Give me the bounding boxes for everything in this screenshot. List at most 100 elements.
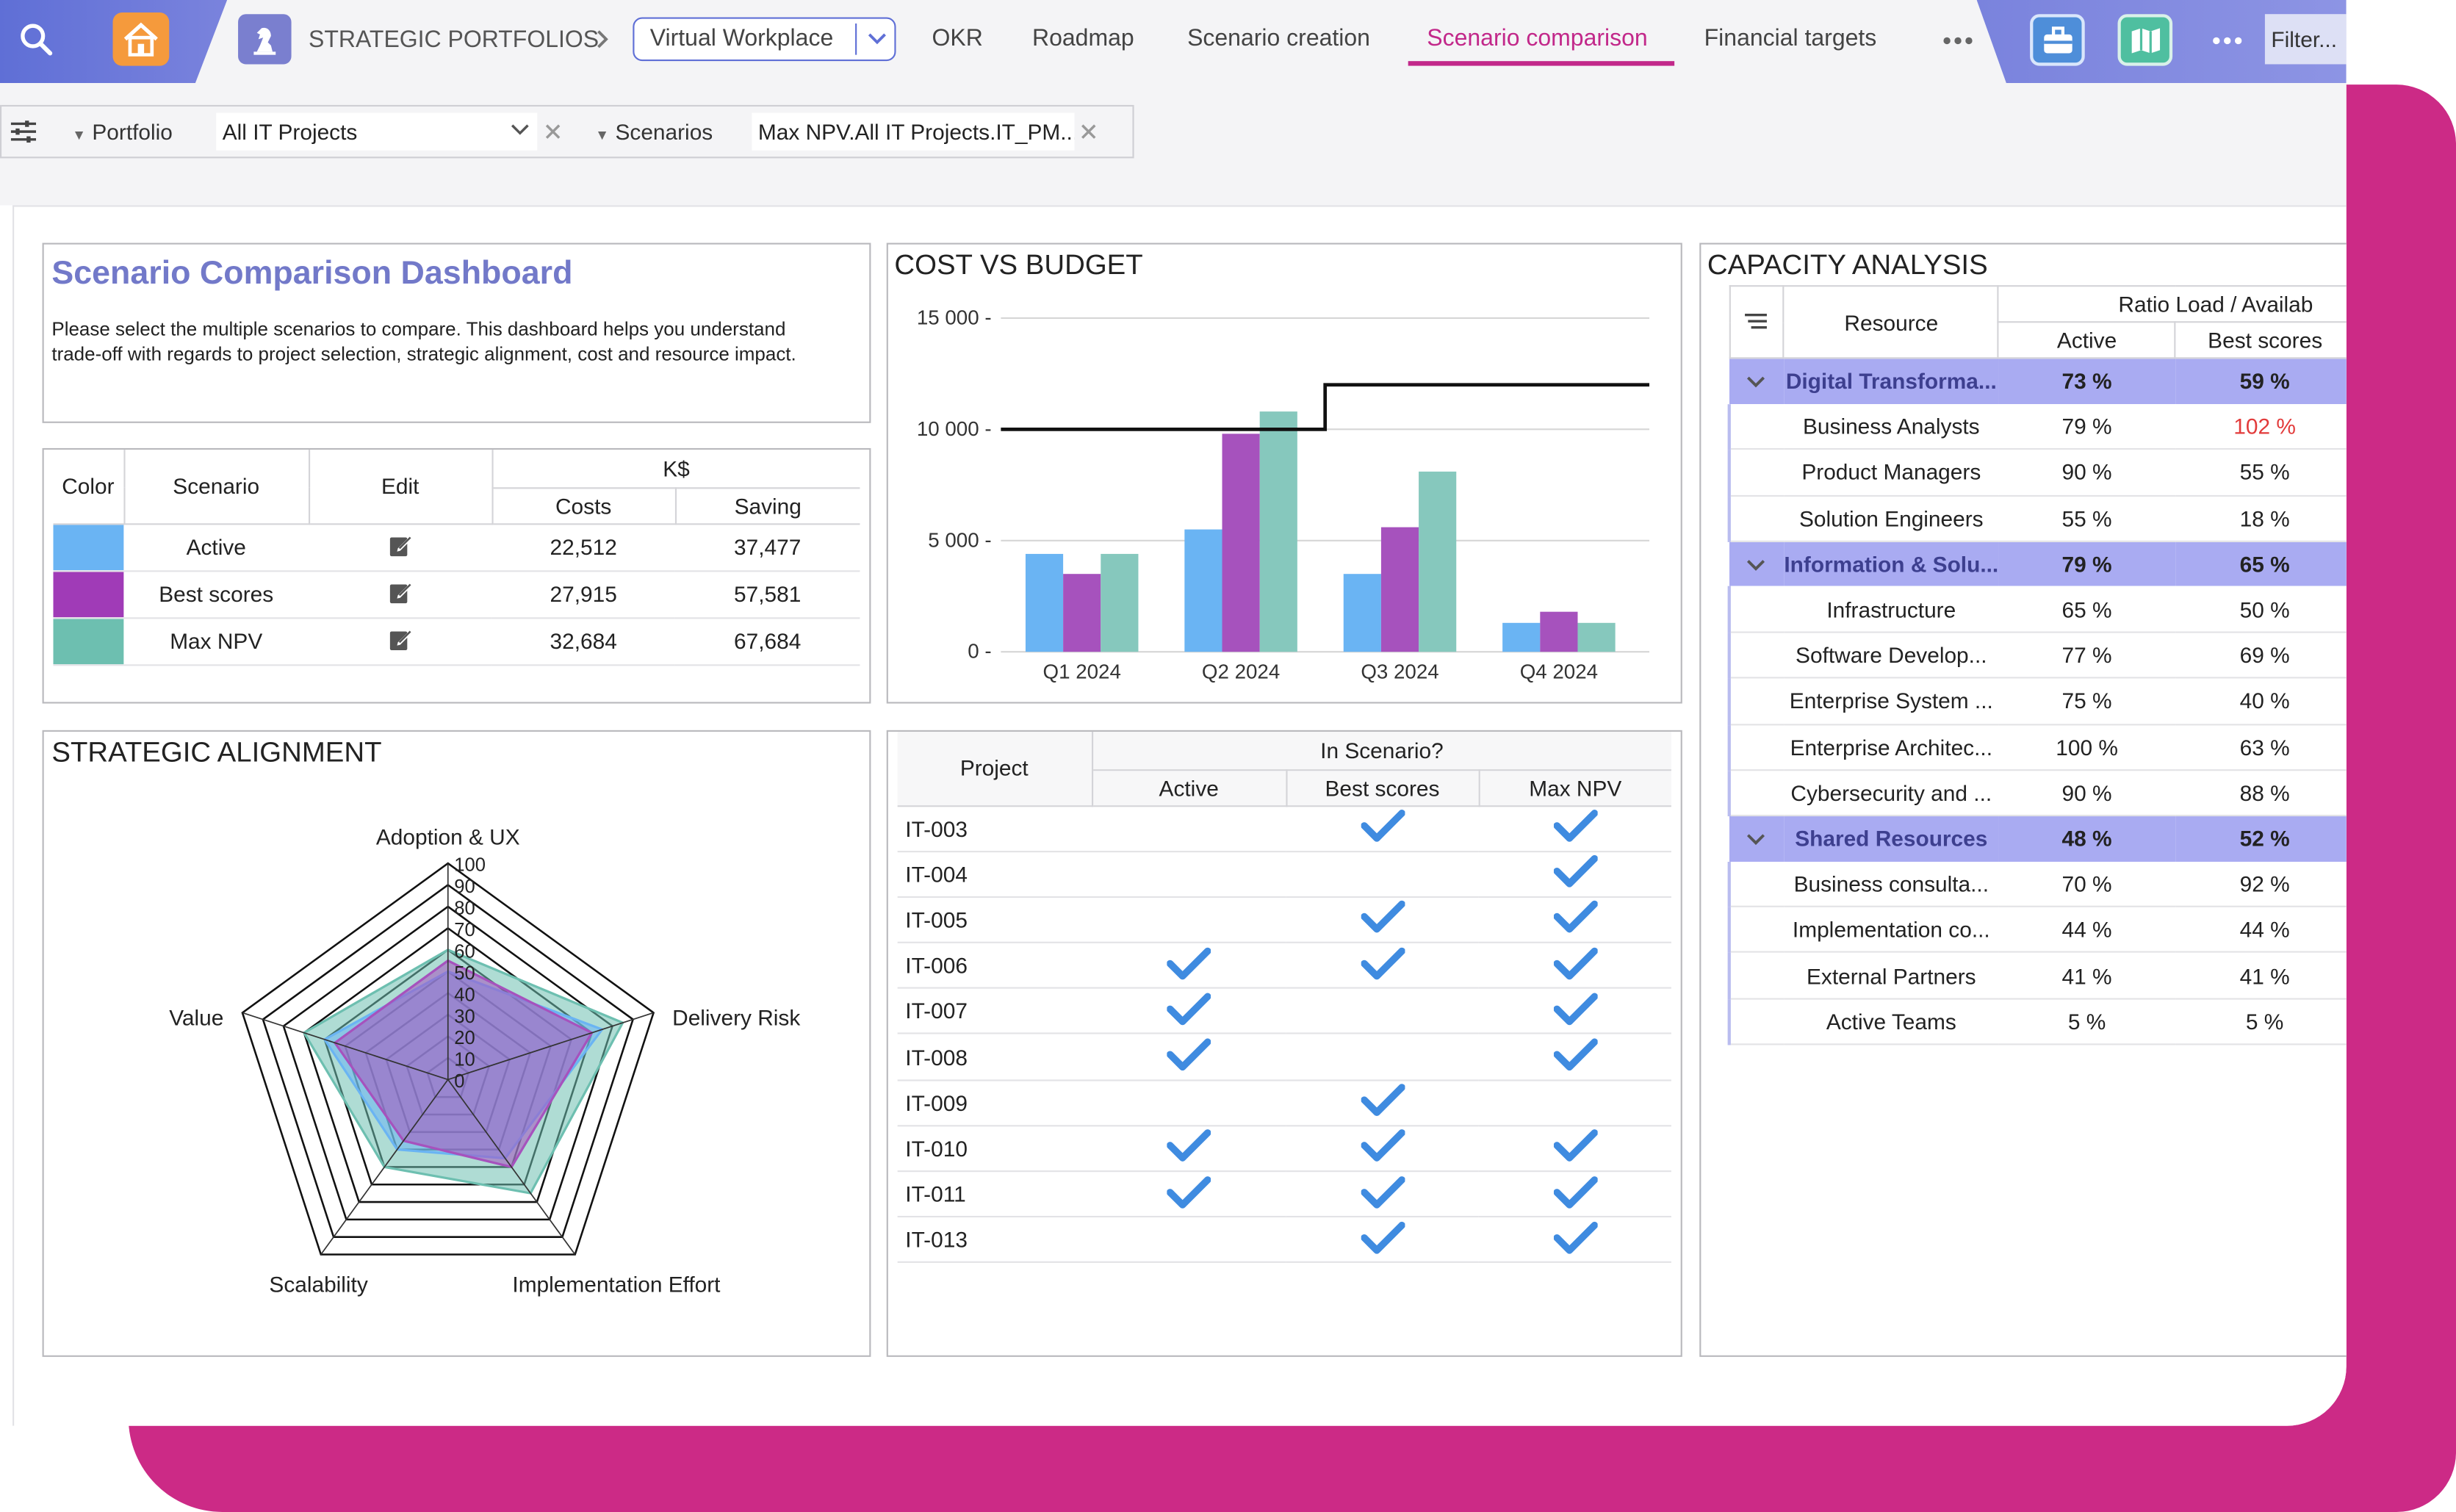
active-tab-indicator [1408,61,1675,66]
portfolio-select[interactable]: All IT Projects [216,112,538,151]
ratio-best: 40 % [2239,688,2290,714]
check-icon [1552,1175,1598,1209]
resource-row[interactable]: Software Develop... 77 % 69 % [1727,632,2347,679]
resource-row[interactable]: Implementation co... 44 % 44 % [1727,907,2347,953]
in-scenario-active-cell [1092,851,1286,896]
search-icon[interactable] [15,19,56,60]
table-row[interactable]: Max NPV 32,684 67,684 [53,617,860,665]
resource-row[interactable]: Enterprise System ... 75 % 40 % [1727,678,2347,724]
capacity-analysis-panel: CAPACITY ANALYSIS Resource Ratio Load / … [1699,242,2347,1357]
table-row[interactable]: Best scores 27,915 57,581 [53,570,860,618]
x-tick-label: Q1 2024 [1043,660,1121,683]
bar-active[interactable] [1025,553,1064,652]
in-scenario-active-cell [1092,1126,1286,1171]
in-scenario-best-cell [1286,805,1478,851]
check-icon [1552,946,1598,980]
col-header-in-scenario: In Scenario? [1092,731,1671,771]
edit-icon[interactable] [386,578,414,606]
scenario-saving: 67,684 [734,628,802,654]
radar-area-best-scores[interactable] [333,959,594,1169]
table-row[interactable]: IT-013 [897,1217,1671,1263]
home-icon[interactable] [112,12,170,66]
resource-row[interactable]: Cybersecurity and ... 90 % 88 % [1727,769,2347,816]
workspace-select[interactable]: Virtual Workplace [633,17,896,62]
resource-row[interactable]: Business Analysts 79 % 102 % [1727,403,2347,450]
resource-row[interactable]: External Partners 41 % 41 % [1727,952,2347,998]
check-icon [1552,992,1598,1026]
chevron-down-icon[interactable] [1747,377,1766,389]
resource-row[interactable]: Product Managers 90 % 55 % [1727,449,2347,496]
filter-settings-icon[interactable] [8,116,40,148]
briefcase-icon[interactable] [2030,14,2085,66]
bar-active[interactable] [1184,529,1222,652]
bar-best-scores[interactable] [1380,527,1419,652]
edit-icon[interactable] [386,531,414,559]
more-options-icon[interactable] [2208,25,2246,57]
table-row[interactable]: IT-006 [897,943,1671,989]
scenario-table-panel: Color Scenario Edit K$ Costs Saving Acti… [42,447,871,704]
table-row[interactable]: IT-010 [897,1126,1671,1172]
x-tick-label: Q3 2024 [1361,660,1438,683]
strategy-chess-icon[interactable] [238,14,292,65]
check-icon [1360,1220,1405,1255]
clear-portfolio-icon[interactable] [542,120,564,143]
in-scenario-active-cell [1092,943,1286,988]
resource-row[interactable]: Business consulta... 70 % 92 % [1727,861,2347,907]
radar-tick-label: 90 [454,876,475,897]
scenarios-select[interactable]: Max NPV.All IT Projects.IT_PM... [752,112,1075,151]
table-row[interactable]: IT-007 [897,988,1671,1034]
resource-name: Solution Engineers [1799,505,1984,531]
in-scenario-active-cell [1092,1217,1286,1262]
chevron-down-icon [866,28,888,50]
breadcrumb[interactable]: STRATEGIC PORTFOLIOS [309,26,599,54]
resource-row[interactable]: Active Teams 5 % 5 % [1727,998,2347,1045]
resource-group-row[interactable]: Digital Transforma... 73 % 59 % [1729,358,2347,404]
tab-scenario-comparison[interactable]: Scenario comparison [1427,25,1648,52]
bar-active[interactable] [1343,574,1381,652]
in-scenario-best-cell [1286,897,1478,943]
bar-active[interactable] [1502,622,1541,652]
ratio-best: 41 % [2239,962,2290,988]
table-row[interactable]: IT-005 [897,897,1671,943]
table-row[interactable]: IT-009 [897,1080,1671,1126]
table-row[interactable]: IT-003 [897,805,1671,852]
scenarios-filter-label[interactable]: ▼ Scenarios [595,119,713,145]
tab-financial-targets[interactable]: Financial targets [1704,25,1877,52]
bar-best-scores[interactable] [1063,574,1101,652]
resource-row[interactable]: Solution Engineers 55 % 18 % [1727,495,2347,541]
resource-group-row[interactable]: Shared Resources 48 % 52 % [1729,815,2347,862]
bar-best-scores[interactable] [1540,611,1578,652]
in-scenario-max-cell [1479,805,1671,851]
col-header-max: Max NPV [1478,769,1671,807]
bar-max-npv[interactable] [1577,622,1616,652]
filter-input[interactable]: Filter... [2264,14,2347,65]
bar-max-npv[interactable] [1101,553,1139,652]
in-scenario-max-cell [1479,851,1671,896]
edit-icon[interactable] [386,625,414,653]
tab-okr[interactable]: OKR [932,25,983,52]
map-icon[interactable] [2117,14,2173,66]
tab-scenario-creation[interactable]: Scenario creation [1187,25,1370,52]
resource-row[interactable]: Infrastructure 65 % 50 % [1727,586,2347,633]
bar-max-npv[interactable] [1419,471,1457,652]
more-tabs-icon[interactable] [1939,25,1976,57]
y-tick-label: 15 000 - [917,306,992,328]
resource-row[interactable]: Enterprise Architec... 100 % 63 % [1727,724,2347,770]
scenario-costs: 27,915 [550,581,617,607]
table-row[interactable]: IT-008 [897,1034,1671,1080]
collapse-all-icon[interactable] [1743,309,1771,331]
tab-roadmap[interactable]: Roadmap [1032,25,1134,52]
portfolio-value: All IT Projects [222,119,358,145]
table-row[interactable]: IT-004 [897,851,1671,897]
table-row[interactable]: IT-011 [897,1171,1671,1217]
chevron-down-icon[interactable] [1747,560,1766,572]
clear-scenarios-icon[interactable] [1078,120,1100,143]
table-row[interactable]: Active 22,512 37,477 [53,523,860,571]
y-tick-label: 10 000 - [917,417,992,440]
ratio-active: 90 % [2061,459,2112,485]
bar-best-scores[interactable] [1222,433,1260,652]
bar-max-npv[interactable] [1259,411,1297,652]
portfolio-filter-label[interactable]: ▼ Portfolio [72,119,173,145]
chevron-down-icon[interactable] [1747,834,1766,846]
resource-group-row[interactable]: Information & Solu... 79 % 65 % [1729,541,2347,587]
